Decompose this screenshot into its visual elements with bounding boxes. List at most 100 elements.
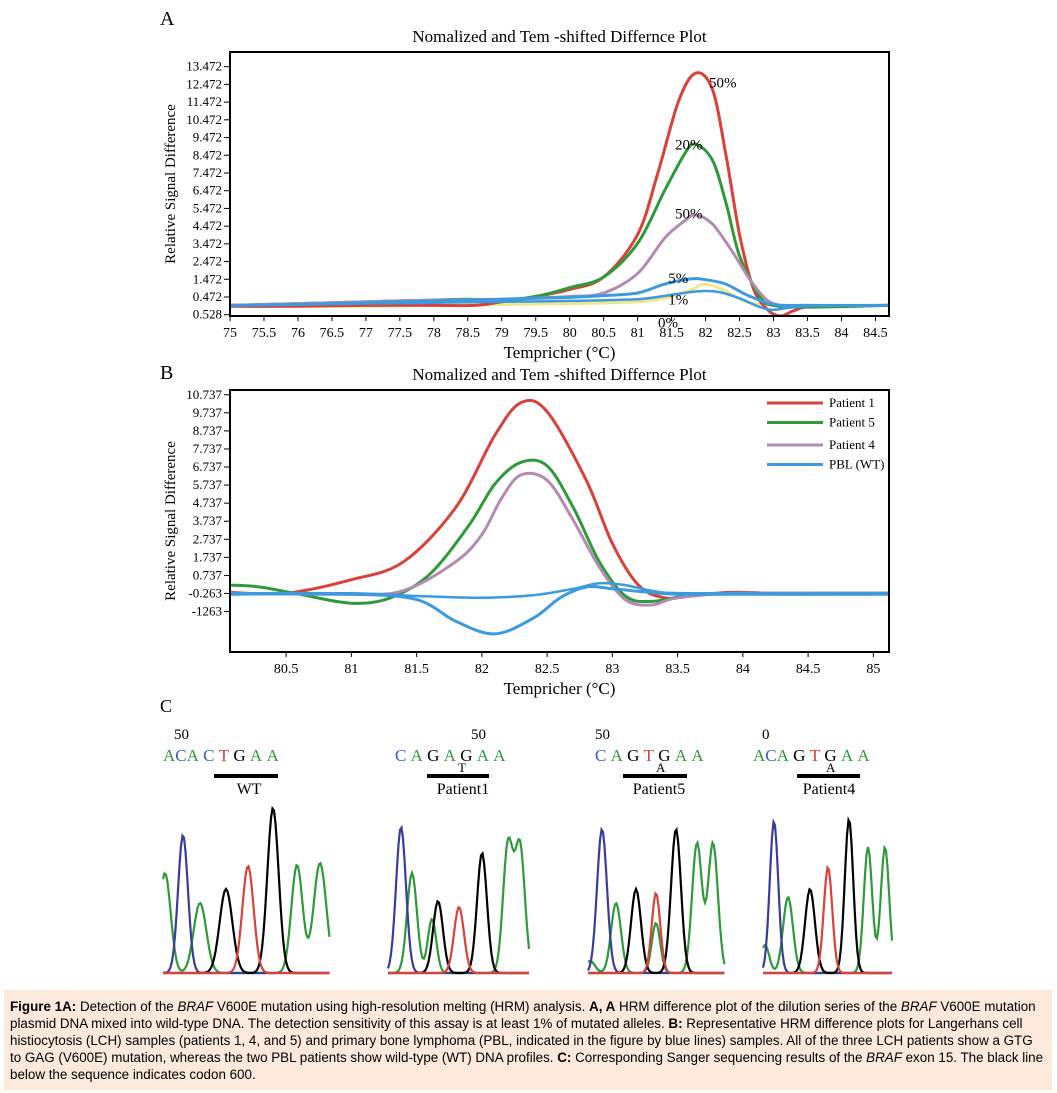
y-tick-label: 2.472	[193, 254, 222, 269]
variant-base: T	[458, 760, 466, 775]
y-tick-label: 0.528	[193, 307, 222, 322]
sequence-base: A	[250, 746, 263, 765]
y-tick-label: 7.737	[193, 441, 223, 456]
chromatogram-trace	[162, 832, 330, 975]
sequence-base: A	[444, 746, 457, 765]
y-tick-label: 6.472	[193, 183, 222, 198]
x-tick-label: 78.5	[456, 326, 481, 341]
y-tick-label: 9.472	[193, 130, 222, 145]
sequence-base: G	[658, 746, 670, 765]
curve-annotation: 1%	[668, 292, 688, 308]
y-tick-label: 4.737	[193, 495, 223, 510]
series-line-curve-1	[231, 71, 888, 315]
series-line-patient-5	[231, 458, 888, 605]
sequence-base: C	[175, 746, 186, 765]
sample-label: WT	[237, 781, 262, 798]
x-tick-label: 82	[475, 662, 489, 677]
curve-annotation: 20%	[675, 137, 703, 153]
x-tick-label: 84	[736, 662, 750, 677]
x-tick-label: 80	[563, 326, 577, 341]
x-tick-label: 75	[223, 326, 237, 341]
y-tick-label: 13.472	[186, 59, 222, 74]
y-tick-label: 5.472	[193, 200, 222, 215]
plot-frame	[229, 51, 890, 317]
caption-text: Representative HRM difference plots for …	[10, 1016, 1033, 1065]
y-axis-label: Relative Signal Difference	[163, 441, 179, 601]
sequence-base: A	[493, 746, 506, 765]
x-tick-label: 75.5	[252, 326, 277, 341]
variant-base: A	[656, 760, 666, 775]
y-tick-label: 6.737	[193, 459, 223, 474]
sequence-read: ACA G T G A A	[753, 746, 870, 765]
y-tick-label: 8.737	[193, 423, 223, 438]
sequence-base: A	[163, 746, 176, 765]
x-tick-label: 82	[699, 326, 713, 341]
caption-gene: BRAF	[177, 999, 214, 1014]
curve-annotation: 0%	[658, 316, 678, 332]
sequence-read: C A G T G A A	[595, 746, 704, 765]
x-tick-label: 84	[834, 326, 848, 341]
series-line-curve-5	[231, 289, 888, 312]
y-tick-label: 2.737	[193, 531, 223, 546]
sequence-read: C A G A G A A	[395, 746, 506, 765]
y-tick-label: 0.472	[193, 289, 222, 304]
panel-c-letter: C	[160, 696, 173, 716]
x-axis-label: Tempricher (°C)	[504, 343, 616, 362]
x-tick-label: 78	[427, 326, 441, 341]
y-tick-label: 1.737	[193, 549, 223, 564]
y-tick-label: -1263	[192, 604, 222, 619]
chart-b: Nomalized and Tem -shifted Differnce Plo…	[163, 365, 890, 698]
y-tick-label: -0.263	[188, 586, 222, 601]
caption-text: exon 15. The black line below the sequen…	[10, 1050, 1044, 1082]
sequence-position-number: 50	[471, 727, 486, 743]
sequence-base: A	[611, 746, 624, 765]
sequence-base: G	[460, 746, 472, 765]
sequence-base: C	[765, 746, 776, 765]
sequence-base: C	[595, 746, 606, 765]
sequence-base: A	[266, 746, 279, 765]
x-tick-label: 81.5	[659, 326, 684, 341]
sequence-base: G	[793, 746, 805, 765]
caption-gene: BRAF	[866, 1050, 902, 1065]
x-tick-label: 76	[291, 326, 305, 341]
sequence-base: A	[477, 746, 490, 765]
sample-label: Patient5	[633, 781, 685, 798]
x-tick-label: 79	[495, 326, 509, 341]
x-tick-label: 83.5	[665, 662, 690, 677]
y-tick-label: 10.737	[186, 387, 222, 402]
chromatogram-trace	[763, 864, 892, 975]
panel-a-letter: A	[160, 8, 175, 30]
x-axis-label: Tempricher (°C)	[504, 679, 616, 698]
y-tick-label: 0.737	[193, 567, 223, 582]
sequence-base: G	[824, 746, 836, 765]
chromatogram-trace	[388, 905, 529, 975]
y-tick-label: 8.472	[193, 147, 222, 162]
sample-label: Patient1	[437, 781, 489, 798]
caption-text: Corresponding Sanger sequencing results …	[571, 1050, 867, 1065]
sequence-base: A	[857, 746, 870, 765]
sequence-position-number: 50	[595, 727, 610, 743]
sequence-position-number: 50	[174, 727, 189, 743]
chart-a: Nomalized and Tem -shifted Differnce Plo…	[163, 27, 890, 362]
chart-title: Nomalized and Tem -shifted Differnce Plo…	[412, 27, 706, 46]
panel-b-letter: B	[160, 362, 174, 384]
caption-text: V600E mutation plasmid DNA mixed into wi…	[10, 999, 1036, 1031]
caption-a-label: A, A	[589, 999, 616, 1014]
y-tick-label: 4.472	[193, 218, 222, 233]
x-tick-label: 85	[866, 662, 880, 677]
sequence-base: A	[187, 746, 200, 765]
chromatogram-trace	[388, 851, 529, 975]
chromatogram-trace	[588, 891, 725, 975]
caption-text: V600E mutation using high-resolution mel…	[213, 999, 590, 1014]
series-line-patient-4	[231, 471, 888, 607]
x-tick-label: 82.5	[727, 326, 752, 341]
x-tick-label: 81.5	[404, 662, 429, 677]
sequence-base: A	[777, 746, 790, 765]
sample-label: Patient4	[803, 781, 855, 798]
x-tick-label: 80.5	[591, 326, 616, 341]
x-tick-label: 84.5	[796, 662, 821, 677]
x-tick-label: 77.5	[388, 326, 413, 341]
sequence-base: A	[753, 746, 766, 765]
caption-b-label: B:	[668, 1016, 683, 1031]
sequence-base: C	[203, 746, 214, 765]
